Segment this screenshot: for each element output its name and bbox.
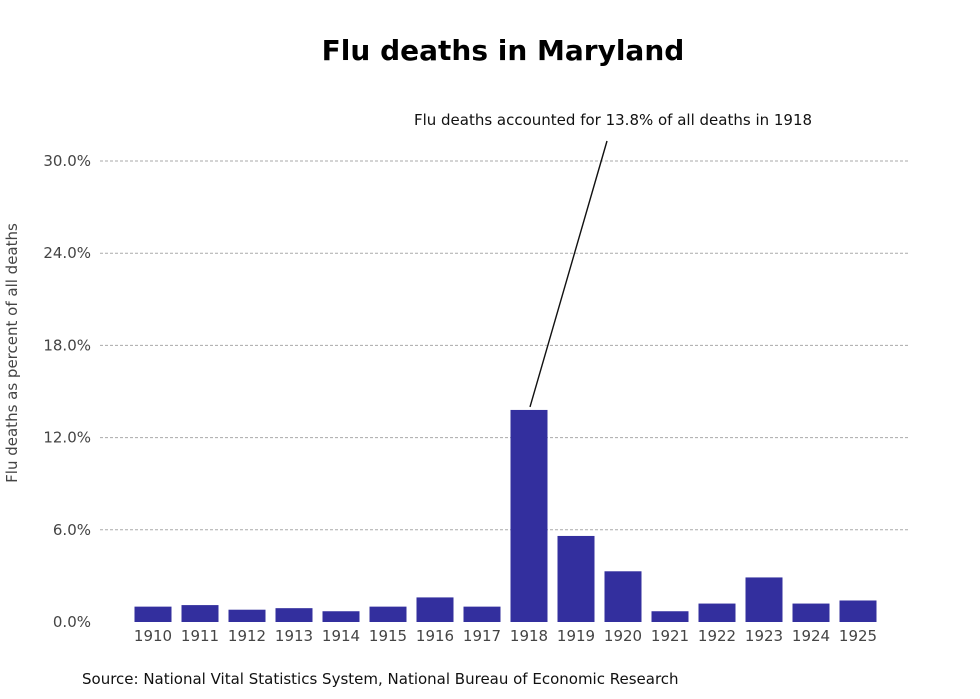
bar-1913: [275, 608, 313, 622]
chart-title: Flu deaths in Maryland: [322, 34, 685, 67]
x-tick-label: 1924: [792, 627, 830, 645]
x-tick-label: 1915: [369, 627, 407, 645]
x-tick-label: 1918: [510, 627, 548, 645]
bar-1914: [322, 611, 360, 622]
bar-1921: [651, 611, 689, 622]
bar-1911: [181, 605, 219, 622]
bars: [134, 409, 877, 622]
x-tick-label: 1912: [228, 627, 266, 645]
x-tick-label: 1910: [134, 627, 172, 645]
x-tick-label: 1920: [604, 627, 642, 645]
y-tick-label: 30.0%: [43, 152, 91, 170]
bar-1923: [745, 577, 783, 622]
y-axis-label: Flu deaths as percent of all deaths: [3, 223, 21, 483]
bar-1919: [557, 535, 595, 622]
bar-1918: [510, 409, 548, 622]
gridlines: [100, 160, 910, 531]
x-tick-label: 1919: [557, 627, 595, 645]
y-tick-label: 18.0%: [43, 336, 91, 354]
bar-1924: [792, 603, 830, 622]
x-tick-label: 1916: [416, 627, 454, 645]
x-ticks: 1910 1911 1912 1913 1914 1915 1916 1917 1918 1919…: [134, 627, 877, 645]
x-tick-label: 1921: [651, 627, 689, 645]
annotation-arrow: [529, 140, 608, 408]
bar-1912: [228, 609, 266, 622]
y-tick-label: 0.0%: [53, 613, 91, 631]
bar-1916: [416, 597, 454, 622]
x-tick-label: 1923: [745, 627, 783, 645]
bar-1922: [698, 603, 736, 622]
bar-1915: [369, 606, 407, 622]
y-tick-label: 24.0%: [43, 244, 91, 262]
bar-1910: [134, 606, 172, 622]
y-tick-label: 12.0%: [43, 429, 91, 447]
x-tick-label: 1925: [839, 627, 877, 645]
x-tick-label: 1914: [322, 627, 360, 645]
bar-1920: [604, 571, 642, 622]
x-tick-label: 1922: [698, 627, 736, 645]
bar-1925: [839, 600, 877, 622]
y-ticks: 0.0% 6.0% 12.0% 18.0% 24.0% 30.0%: [43, 152, 91, 631]
x-tick-label: 1917: [463, 627, 501, 645]
x-tick-label: 1911: [181, 627, 219, 645]
bar-1917: [463, 606, 501, 622]
x-tick-label: 1913: [275, 627, 313, 645]
annotation-text: Flu deaths accounted for 13.8% of all de…: [414, 111, 812, 129]
source-note: Source: National Vital Statistics System…: [82, 670, 679, 688]
y-tick-label: 6.0%: [53, 521, 91, 539]
